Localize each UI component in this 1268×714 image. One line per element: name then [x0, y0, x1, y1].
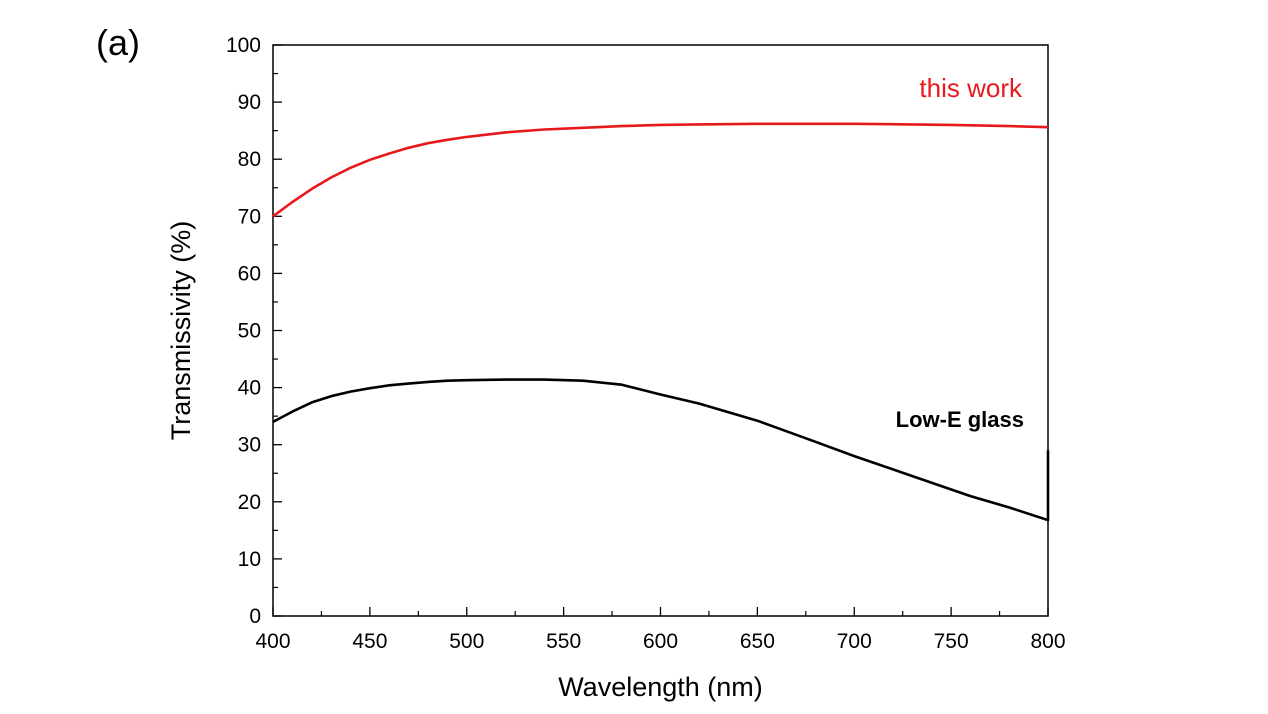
y-tick-label: 100 — [226, 34, 261, 57]
x-axis-label: Wavelength (nm) — [558, 672, 763, 702]
x-tick-label: 750 — [934, 630, 969, 653]
x-tick-label: 600 — [643, 630, 678, 653]
series-lines — [272, 122, 1050, 522]
x-tick-label: 800 — [1030, 630, 1065, 653]
y-tick-label: 60 — [238, 262, 261, 285]
axes — [272, 44, 1049, 617]
series-line-low-e-glass — [272, 378, 1050, 522]
x-tick-label: 700 — [837, 630, 872, 653]
x-tick-label: 500 — [449, 630, 484, 653]
panel-label: (a) — [96, 22, 140, 63]
annotation-low-e-glass: Low-E glass — [896, 407, 1024, 432]
y-tick-label: 20 — [238, 491, 261, 514]
x-tick-label: 450 — [352, 630, 387, 653]
series-line-this-work — [272, 122, 1049, 218]
y-tick-label: 10 — [238, 548, 261, 571]
tick-labels: 400 450 500 550 600 650 700 750 800 0 10 20 30 40 50 60… — [226, 34, 1066, 653]
plot-frame — [272, 44, 1049, 617]
tick-marks — [272, 44, 1049, 617]
y-tick-label: 90 — [238, 91, 261, 114]
y-tick-label: 40 — [238, 377, 261, 400]
y-tick-label: 30 — [238, 434, 261, 457]
annotation-this-work: this work — [919, 73, 1023, 103]
y-axis-label: Transmissivity (%) — [166, 221, 196, 441]
y-tick-label: 0 — [249, 605, 261, 628]
x-tick-label: 550 — [546, 630, 581, 653]
y-tick-label: 80 — [238, 148, 261, 171]
x-tick-label: 400 — [255, 630, 290, 653]
y-tick-label: 70 — [238, 205, 261, 228]
x-tick-label: 650 — [740, 630, 775, 653]
y-tick-label: 50 — [238, 320, 261, 343]
